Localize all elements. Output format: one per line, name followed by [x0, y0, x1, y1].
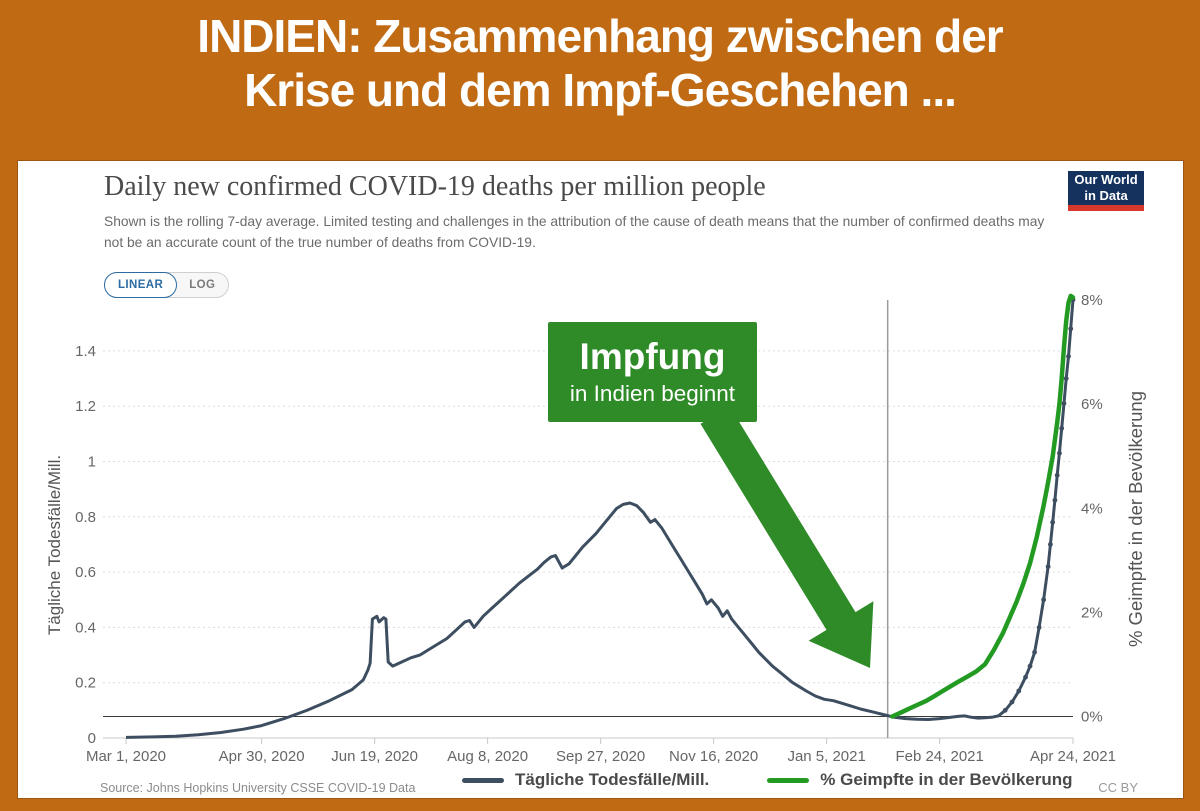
svg-text:8%: 8%	[1081, 292, 1103, 309]
deaths-legend-label: Tägliche Todesfälle/Mill.	[515, 770, 710, 789]
annotation-subtitle: in Indien beginnt	[570, 381, 736, 406]
vaccinated-legend-label: % Geimpfte in der Bevölkerung	[820, 770, 1073, 789]
svg-text:1: 1	[88, 454, 96, 471]
vaccinated-line-swatch	[767, 777, 810, 783]
banner-title-line1: INDIEN: Zusammenhang zwischen der	[197, 10, 1003, 62]
svg-text:Jun 19, 2020: Jun 19, 2020	[331, 748, 418, 765]
scale-toggle: LINEAR LOG	[104, 272, 230, 298]
annotation-box	[548, 322, 757, 422]
svg-text:2%: 2%	[1081, 604, 1103, 621]
source-note: Source: Johns Hopkins University CSSE CO…	[100, 781, 416, 795]
annotation-title: Impfung	[580, 336, 726, 377]
legend-item-deaths: Tägliche Todesfälle/Mill.	[462, 770, 709, 790]
right-axis-title: % Geimpfte in der Bevölkerung	[1125, 391, 1146, 647]
chart-generated-layer: 0 0.2 0.4 0.6 0.8 1 1.2 1.4 0% 2% 4% 6% 8% Mar 1, 202…	[75, 292, 1116, 765]
left-axis-title: Tägliche Todesfälle/Mill.	[45, 455, 64, 635]
svg-text:Aug 8, 2020: Aug 8, 2020	[447, 748, 528, 765]
svg-text:Mar 1, 2020: Mar 1, 2020	[86, 748, 166, 765]
svg-text:6%: 6%	[1081, 396, 1103, 413]
banner: INDIEN: Zusammenhang zwischen der Krise …	[0, 0, 1200, 161]
svg-text:0: 0	[88, 730, 96, 747]
svg-text:1.2: 1.2	[75, 398, 96, 415]
deaths-line-swatch	[462, 777, 504, 783]
svg-text:Apr 24, 2021: Apr 24, 2021	[1030, 748, 1116, 765]
chart-title: Daily new confirmed COVID-19 deaths per …	[104, 171, 766, 202]
banner-title-line2: Krise und dem Impf-Geschehen ...	[244, 63, 957, 116]
svg-text:Sep 27, 2020: Sep 27, 2020	[556, 748, 645, 765]
svg-text:0.8: 0.8	[75, 509, 96, 526]
svg-text:Feb 24, 2021: Feb 24, 2021	[895, 748, 983, 765]
svg-text:Nov 16, 2020: Nov 16, 2020	[669, 748, 758, 765]
svg-text:0.6: 0.6	[75, 564, 96, 581]
chart-legend: Tägliche Todesfälle/Mill. % Geimpfte in …	[462, 770, 1073, 790]
svg-text:0.4: 0.4	[75, 619, 96, 636]
owid-logo-line1: Our World	[1074, 172, 1138, 188]
owid-logo-stripe	[1068, 205, 1144, 211]
linear-scale-button[interactable]: LINEAR	[104, 272, 178, 298]
license-note: CC BY	[1098, 780, 1138, 795]
owid-logo-line2: in Data	[1084, 188, 1128, 203]
svg-text:0%: 0%	[1081, 709, 1103, 726]
chart-subtitle: Shown is the rolling 7-day average. Limi…	[104, 214, 1045, 250]
annotation-arrow	[700, 406, 874, 668]
svg-text:Apr 30, 2020: Apr 30, 2020	[219, 748, 305, 765]
log-scale-button[interactable]: LOG	[189, 279, 216, 291]
banner-title: INDIEN: Zusammenhang zwischen der Krise …	[197, 10, 1003, 118]
svg-text:4%: 4%	[1081, 500, 1103, 517]
svg-text:1.4: 1.4	[75, 343, 96, 360]
owid-logo-text: Our World in Data	[1068, 171, 1144, 205]
legend-item-vaccinated: % Geimpfte in der Bevölkerung	[767, 770, 1073, 790]
svg-text:Jan 5, 2021: Jan 5, 2021	[787, 748, 865, 765]
svg-text:0.2: 0.2	[75, 675, 96, 692]
owid-logo: Our World in Data	[1068, 171, 1144, 211]
chart-canvas[interactable]: 0 0.2 0.4 0.6 0.8 1 1.2 1.4 0% 2% 4% 6% 8% Mar 1, 202…	[18, 291, 1183, 768]
chart-card: Daily new confirmed COVID-19 deaths per …	[18, 161, 1183, 798]
